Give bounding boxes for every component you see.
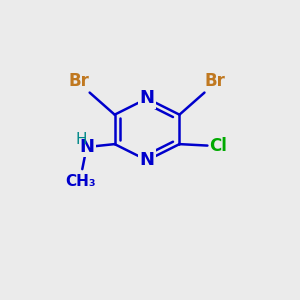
Text: Cl: Cl — [209, 136, 227, 154]
Text: H: H — [75, 132, 87, 147]
Text: Br: Br — [205, 72, 225, 90]
Text: N: N — [140, 89, 154, 107]
Text: Br: Br — [69, 72, 90, 90]
Text: N: N — [140, 151, 154, 169]
Text: CH₃: CH₃ — [65, 174, 96, 189]
Text: N: N — [79, 138, 94, 156]
